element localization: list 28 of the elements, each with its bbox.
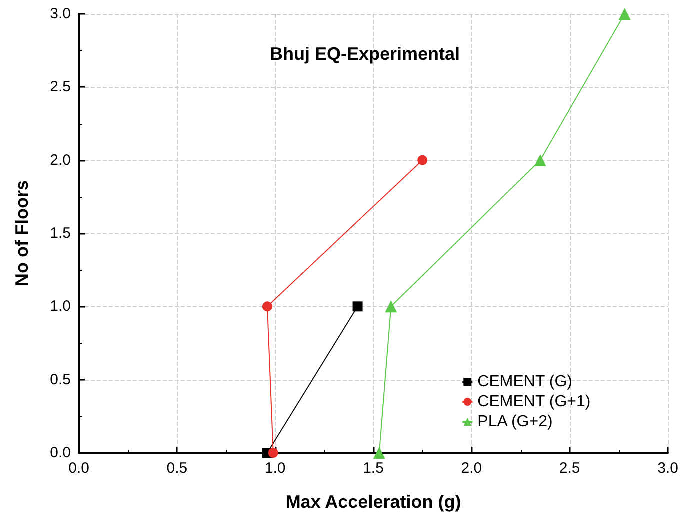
y-tick-label: 1.5	[50, 225, 71, 242]
point	[262, 302, 272, 312]
y-tick-label: 3.0	[50, 6, 71, 22]
x-tick-label: 3.0	[658, 460, 678, 477]
point	[373, 447, 386, 459]
y-tick-label: 0.5	[50, 371, 71, 388]
x-tick-label: 2.0	[461, 460, 482, 477]
text: Bhuj EQ-Experimental	[270, 44, 460, 64]
x-tick-label: 0.0	[68, 460, 90, 477]
point	[268, 448, 278, 458]
y-tick-label: 2.0	[50, 152, 71, 169]
legend-label: CEMENT (G+1)	[478, 394, 591, 410]
y-tick-label: 2.5	[50, 78, 71, 96]
y-tick-label: 0.0	[50, 444, 71, 462]
x-tick-label: 2.5	[559, 460, 580, 477]
x-axis-title: Max Acceleration (g)	[286, 492, 462, 512]
legend-label: PLA (G+2)	[478, 414, 553, 430]
point	[534, 154, 546, 166]
y-axis-title: No of Floors	[12, 180, 32, 286]
point	[618, 8, 631, 20]
x-tick-label: 0.5	[166, 460, 188, 477]
point	[352, 302, 363, 312]
legend-label: CEMENT (G)	[478, 374, 572, 390]
y-tick-label: 1.0	[50, 298, 71, 316]
x-tick-label: 1.0	[264, 460, 286, 477]
x-tick-label: 1.5	[363, 460, 384, 477]
point	[418, 155, 428, 166]
point	[385, 300, 398, 313]
